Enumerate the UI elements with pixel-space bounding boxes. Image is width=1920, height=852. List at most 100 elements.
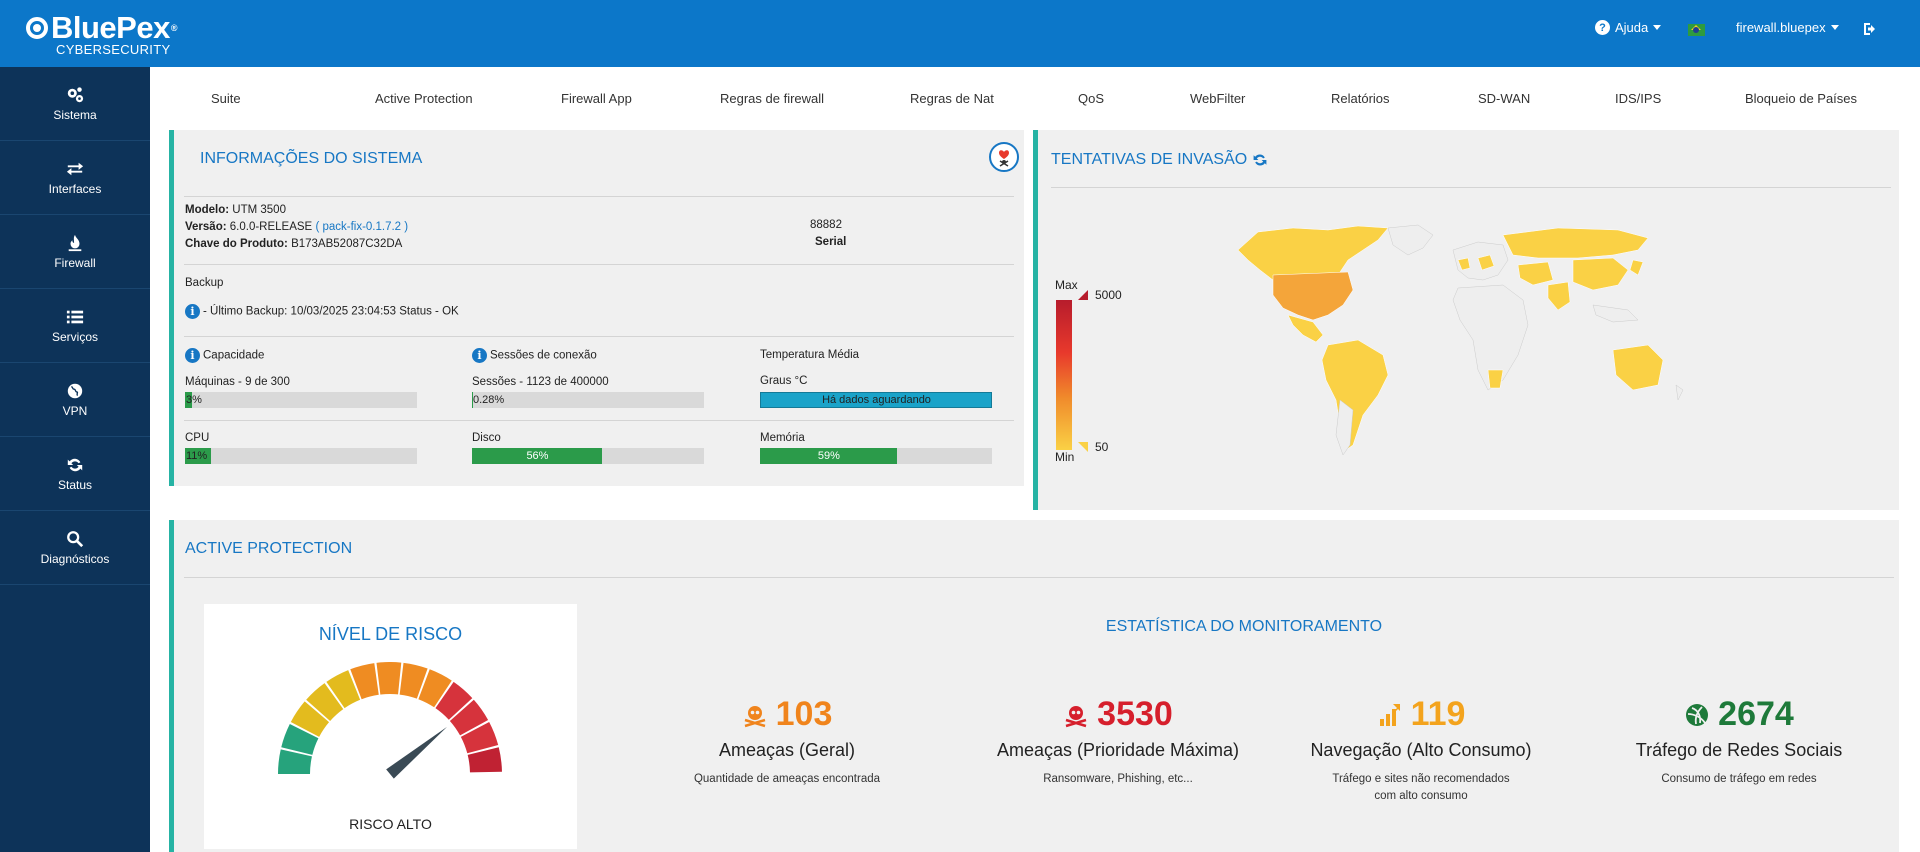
nav-bloqueio-paises[interactable]: Bloqueio de Países xyxy=(1745,91,1858,106)
sidebar-item-interfaces[interactable]: Interfaces xyxy=(0,141,150,215)
map-region-greenland[interactable] xyxy=(1387,224,1434,256)
question-icon: ? xyxy=(1595,20,1610,35)
gauge-segment xyxy=(467,747,502,773)
gauge-segment xyxy=(290,701,330,737)
memory-bar-label: 59% xyxy=(817,450,840,462)
map-region-russia[interactable] xyxy=(1502,227,1649,259)
map-region-india[interactable] xyxy=(1547,281,1571,311)
map-region-china[interactable] xyxy=(1572,257,1629,291)
nav-regras-nat[interactable]: Regras de Nat xyxy=(910,91,994,106)
gauge-segment xyxy=(418,669,452,708)
stat-value: 119 xyxy=(1410,695,1466,733)
map-region-south-africa[interactable] xyxy=(1487,369,1504,389)
nav-ids-ips[interactable]: IDS/IPS xyxy=(1615,91,1662,106)
gauge-segment xyxy=(399,662,428,699)
nav-active-protection[interactable]: Active Protection xyxy=(375,91,473,106)
help-menu[interactable]: ? Ajuda xyxy=(1595,20,1662,35)
logo-brand-text: BluePex xyxy=(51,10,170,45)
stat-name: Ameaças (Prioridade Máxima) xyxy=(996,740,1240,760)
arrows-icon xyxy=(66,162,84,175)
user-menu[interactable]: firewall.bluepex xyxy=(1736,20,1839,35)
map-region-indonesia[interactable] xyxy=(1592,304,1639,323)
disk-label: Disco xyxy=(472,432,501,444)
model-line: Modelo: UTM 3500 xyxy=(185,204,286,216)
map-region-brazil[interactable] xyxy=(1321,339,1389,453)
version-label: Versão: xyxy=(185,221,227,233)
info-icon[interactable]: i xyxy=(472,348,487,363)
map-region-uk[interactable] xyxy=(1457,257,1471,271)
stat-social-traffic: 2674 Tráfego de Redes Sociais Consumo de… xyxy=(1579,695,1899,788)
cpu-bar-label: 11% xyxy=(186,450,208,462)
nav-suite[interactable]: Suite xyxy=(211,91,241,106)
sidebar-item-label: Status xyxy=(57,477,93,492)
nav-regras-firewall[interactable]: Regras de firewall xyxy=(720,91,825,106)
divider xyxy=(184,577,1894,578)
map-region-germany[interactable] xyxy=(1477,254,1495,271)
logo-subtitle: CYBERSECURITY xyxy=(56,42,171,57)
active-protection-title: ACTIVE PROTECTION xyxy=(185,540,353,557)
capacity-bar-fill xyxy=(185,392,192,408)
nav-firewall-app[interactable]: Firewall App xyxy=(561,91,632,106)
top-navigation: Suite Active Protection Firewall App Reg… xyxy=(150,67,1920,127)
active-protection-panel: ACTIVE PROTECTION NÍVEL DE RISCO RISCO A… xyxy=(169,520,1899,852)
list-icon xyxy=(66,310,84,323)
map-region-mexico[interactable] xyxy=(1287,314,1324,343)
stat-value: 3530 xyxy=(1097,695,1173,733)
temperature-bar: Há dados aguardando xyxy=(760,392,992,408)
stats-title: ESTATÍSTICA DO MONITORAMENTO xyxy=(1105,618,1383,635)
map-region-middle-east[interactable] xyxy=(1517,261,1554,286)
risk-gauge xyxy=(278,662,502,779)
sessions-header: i Sessões de conexão xyxy=(472,348,597,363)
sidebar-item-servicos[interactable]: Serviços xyxy=(0,289,150,363)
invasion-title-row: TENTATIVAS DE INVASÃO xyxy=(1051,151,1268,169)
logo-registered-mark: ® xyxy=(170,23,178,33)
stat-value: 2674 xyxy=(1718,695,1794,733)
stat-description: Consumo de tráfego em redes xyxy=(1661,773,1817,785)
backup-title: Backup xyxy=(185,277,224,289)
cpu-label: CPU xyxy=(185,432,210,444)
sidebar-item-vpn[interactable]: VPN xyxy=(0,363,150,437)
gears-icon xyxy=(67,86,84,102)
stat-name: Tráfego de Redes Sociais xyxy=(1635,740,1843,760)
divider xyxy=(1051,187,1891,188)
memory-bar-fill xyxy=(760,448,897,464)
info-icon[interactable]: i xyxy=(185,348,200,363)
logout-icon[interactable] xyxy=(1862,21,1878,37)
stat-description: Ransomware, Phishing, etc... xyxy=(1043,773,1193,785)
sidebar-item-diagnosticos[interactable]: Diagnósticos xyxy=(0,511,150,585)
nav-relatorios[interactable]: Relatórios xyxy=(1331,91,1390,106)
sidebar-item-label: VPN xyxy=(62,403,88,418)
stat-name: Ameaças (Geral) xyxy=(718,740,856,760)
disk-bar-label: 56% xyxy=(526,450,549,462)
sidebar-item-sistema[interactable]: Sistema xyxy=(0,67,150,141)
fire-icon xyxy=(68,234,82,251)
gauge-segment xyxy=(460,721,499,754)
stat-description: Tráfego e sites não recomendados com alt… xyxy=(1332,773,1510,802)
version-pack-link[interactable]: ( pack-fix-0.1.7.2 ) xyxy=(315,221,409,233)
health-heart-icon[interactable] xyxy=(989,142,1019,172)
map-region-argentina[interactable] xyxy=(1335,399,1354,456)
info-icon[interactable]: i xyxy=(185,304,200,319)
nav-sd-wan[interactable]: SD-WAN xyxy=(1478,91,1531,106)
sidebar-item-label: Serviços xyxy=(51,329,98,344)
sidebar-item-label: Firewall xyxy=(54,255,96,270)
sidebar-item-firewall[interactable]: Firewall xyxy=(0,215,150,289)
capacity-header: i Capacidade xyxy=(185,348,264,363)
legend-min-value: 50 xyxy=(1095,440,1109,454)
brazil-flag-icon[interactable] xyxy=(1688,24,1705,36)
stat-number-row: 119 xyxy=(1261,695,1581,734)
map-region-new-zealand[interactable] xyxy=(1675,384,1684,401)
refresh-icon[interactable] xyxy=(1252,152,1268,168)
map-region-usa[interactable] xyxy=(1272,271,1354,321)
sidebar-item-label: Interfaces xyxy=(48,181,102,196)
divider xyxy=(184,264,1014,265)
stat-number-row: 2674 xyxy=(1579,695,1899,734)
nav-webfilter[interactable]: WebFilter xyxy=(1190,91,1246,106)
map-region-australia[interactable] xyxy=(1612,344,1664,391)
backup-text: - Último Backup: 10/03/2025 23:04:53 Sta… xyxy=(203,305,459,318)
map-region-japan[interactable] xyxy=(1629,259,1644,276)
sidebar-item-status[interactable]: Status xyxy=(0,437,150,511)
world-heat-map[interactable] xyxy=(1218,220,1738,460)
bluepex-logo[interactable]: BluePex ® CYBERSECURITY xyxy=(26,10,178,57)
nav-qos[interactable]: QoS xyxy=(1078,91,1105,106)
